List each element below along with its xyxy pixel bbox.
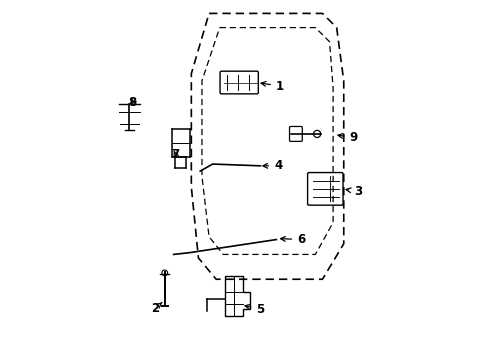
FancyBboxPatch shape bbox=[289, 126, 302, 141]
Text: 9: 9 bbox=[337, 131, 357, 144]
Text: 2: 2 bbox=[151, 302, 162, 315]
Text: 1: 1 bbox=[261, 80, 284, 93]
FancyBboxPatch shape bbox=[307, 172, 343, 205]
Text: 8: 8 bbox=[128, 95, 137, 108]
Text: 5: 5 bbox=[244, 303, 264, 316]
FancyBboxPatch shape bbox=[220, 71, 258, 94]
Text: 6: 6 bbox=[280, 233, 305, 246]
Text: 3: 3 bbox=[346, 185, 361, 198]
Text: 4: 4 bbox=[263, 159, 282, 172]
Text: 7: 7 bbox=[171, 148, 179, 161]
